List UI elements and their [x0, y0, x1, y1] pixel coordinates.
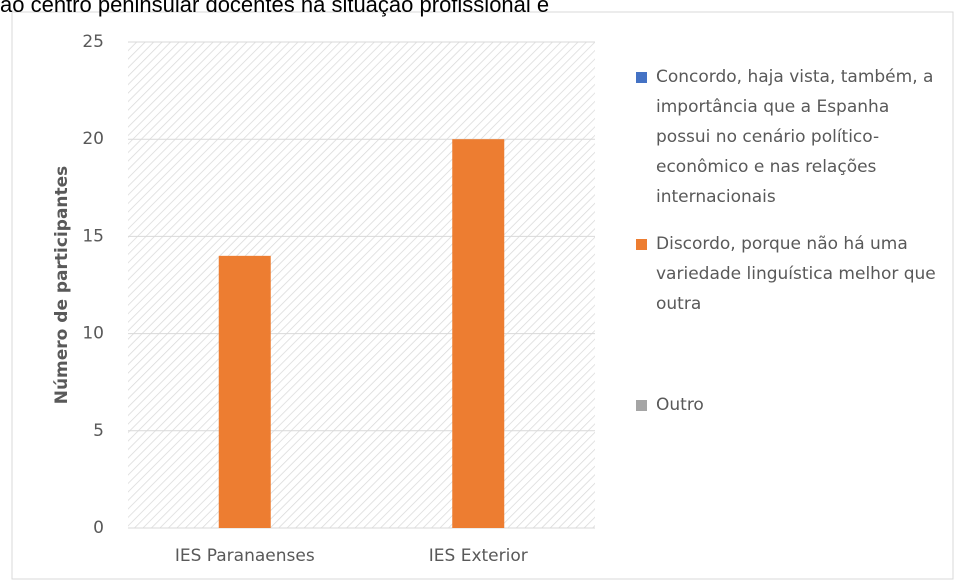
y-tick-label: 15	[82, 226, 104, 246]
plot-background	[128, 42, 595, 528]
y-tick-label: 5	[93, 421, 104, 441]
legend-swatch	[636, 72, 647, 83]
bar	[452, 139, 505, 528]
y-tick-label: 10	[82, 324, 104, 344]
legend-entry: Outro	[636, 390, 946, 420]
legend-label: Concordo, haja vista, também, a importân…	[656, 67, 934, 207]
x-tick-label: IES Exterior	[429, 546, 528, 566]
legend-entry: Discordo, porque não há uma variedade li…	[636, 229, 946, 319]
legend-label: Outro	[656, 395, 704, 415]
y-tick-label: 20	[82, 129, 104, 149]
bar	[218, 255, 271, 528]
legend-entry: Concordo, haja vista, também, a importân…	[636, 62, 946, 212]
x-tick-label: IES Paranaenses	[175, 546, 315, 566]
legend-label: Discordo, porque não há uma variedade li…	[656, 234, 936, 314]
legend-swatch	[636, 239, 647, 250]
y-tick-label: 0	[93, 518, 104, 538]
chart-title: ão centro peninsular docentes na situaçã…	[0, 0, 549, 17]
y-axis-label: Número de participantes	[52, 166, 72, 405]
y-tick-label: 25	[82, 32, 104, 52]
legend-swatch	[636, 400, 647, 411]
